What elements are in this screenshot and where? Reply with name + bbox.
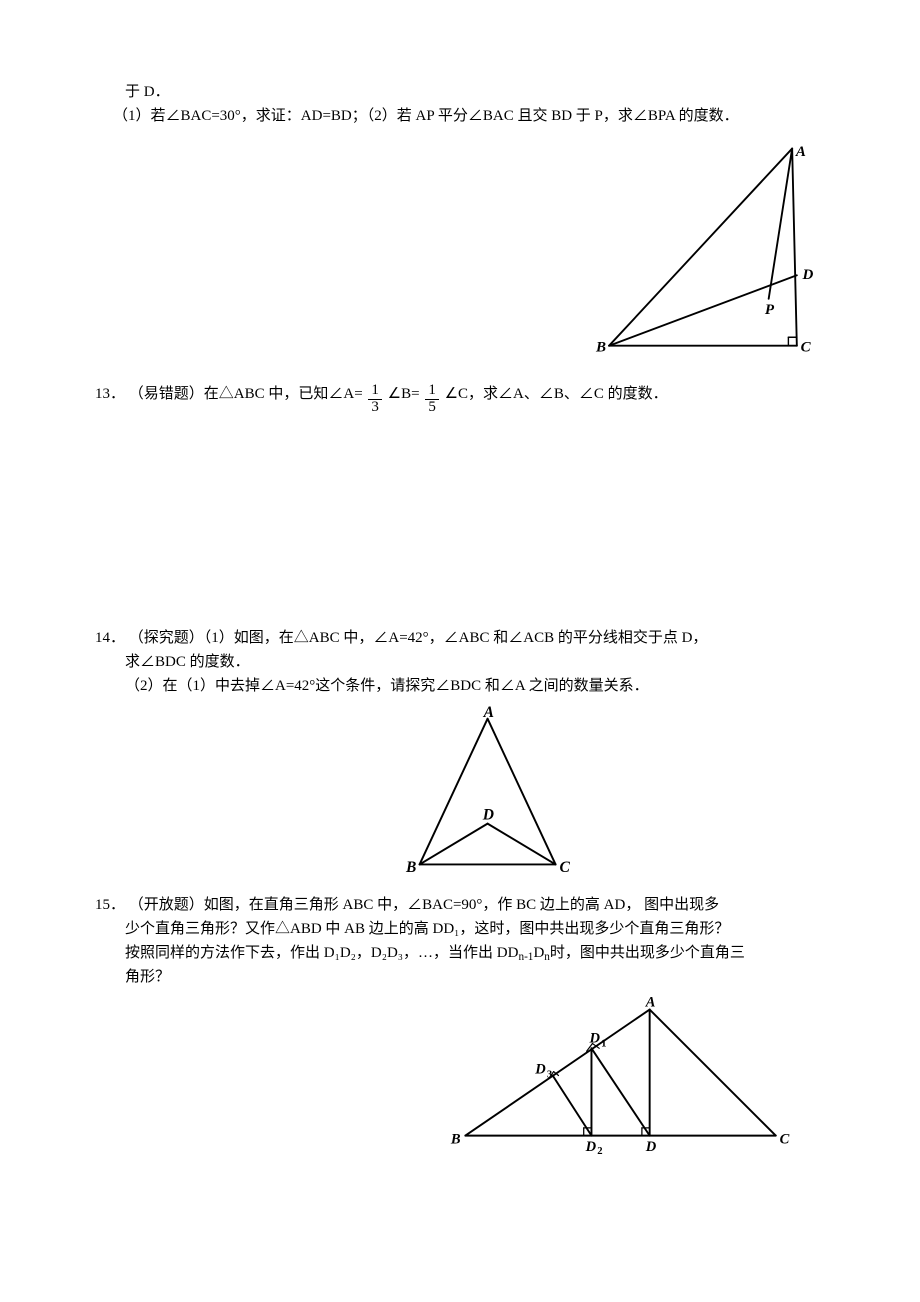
q15-figure: ABCDD1D2D3	[95, 995, 825, 1163]
svg-text:2: 2	[597, 1146, 602, 1155]
svg-text:A: A	[795, 144, 806, 160]
q13-text-a: （易错题）在△ABC 中，已知∠A=	[129, 386, 363, 402]
q14-l1a: （探究题）（1）如图，在△ABC 中，∠A=42°，∠ABC 和∠ACB 的平分…	[129, 630, 708, 646]
svg-text:A: A	[483, 706, 494, 721]
q15-num: 15．	[95, 897, 125, 913]
svg-text:A: A	[645, 995, 656, 1011]
q15-text1: （开放题）如图，在直角三角形 ABC 中，∠BAC=90°，作 BC 边上的高 …	[129, 897, 719, 913]
svg-text:D: D	[585, 1139, 597, 1155]
svg-text:C: C	[801, 339, 812, 355]
svg-text:D: D	[482, 806, 494, 823]
q12-part1: （1）若∠BAC=30°，求证：AD=BD；（2）若 AP 平分∠BAC 且交 …	[95, 104, 825, 128]
svg-text:D: D	[589, 1031, 601, 1047]
q14-l1: 14． （探究题）（1）如图，在△ABC 中，∠A=42°，∠ABC 和∠ACB…	[95, 626, 825, 650]
q15-l2: 少个直角三角形？又作△ABD 中 AB 边上的高 DD₁，这时，图中共出现多少个…	[95, 917, 825, 941]
svg-text:D: D	[534, 1062, 546, 1078]
svg-text:P: P	[765, 302, 775, 318]
svg-text:B: B	[450, 1132, 461, 1148]
q13-frac2: 1 5	[425, 383, 439, 416]
q13-num: 13．	[95, 386, 125, 402]
q13-text-c: ∠C，求∠A、∠B、∠C 的度数．	[445, 386, 668, 402]
q14-num: 14．	[95, 630, 125, 646]
svg-text:C: C	[780, 1132, 790, 1148]
svg-text:B: B	[595, 339, 606, 355]
svg-text:1: 1	[601, 1039, 606, 1050]
q13: 13． （易错题）在△ABC 中，已知∠A= 1 3 ∠B= 1 5 ∠C，求∠…	[95, 382, 825, 416]
q12-tail: 于 D．	[95, 80, 825, 104]
svg-text:B: B	[405, 859, 416, 876]
q15-l4: 角形？	[95, 965, 825, 989]
q14-figure: A B C D	[405, 706, 825, 889]
q15-l1: 15． （开放题）如图，在直角三角形 ABC 中，∠BAC=90°，作 BC 边…	[95, 893, 825, 917]
q12-figure: A B C D P	[95, 134, 825, 372]
q15-l3: 按照同样的方法作下去，作出 D₁D₂，D₂D₃，…，当作出 DDn-1Dn时，图…	[95, 941, 825, 966]
q14-l1b: 求∠BDC 的度数．	[95, 650, 825, 674]
q13-text-b: ∠B=	[388, 386, 420, 402]
q13-frac1: 1 3	[368, 383, 382, 416]
svg-text:C: C	[559, 859, 570, 876]
svg-text:D: D	[801, 267, 813, 283]
q14-l2: （2）在（1）中去掉∠A=42°这个条件，请探究∠BDC 和∠A 之间的数量关系…	[95, 674, 825, 698]
svg-text:3: 3	[547, 1070, 552, 1081]
svg-text:D: D	[645, 1139, 657, 1155]
